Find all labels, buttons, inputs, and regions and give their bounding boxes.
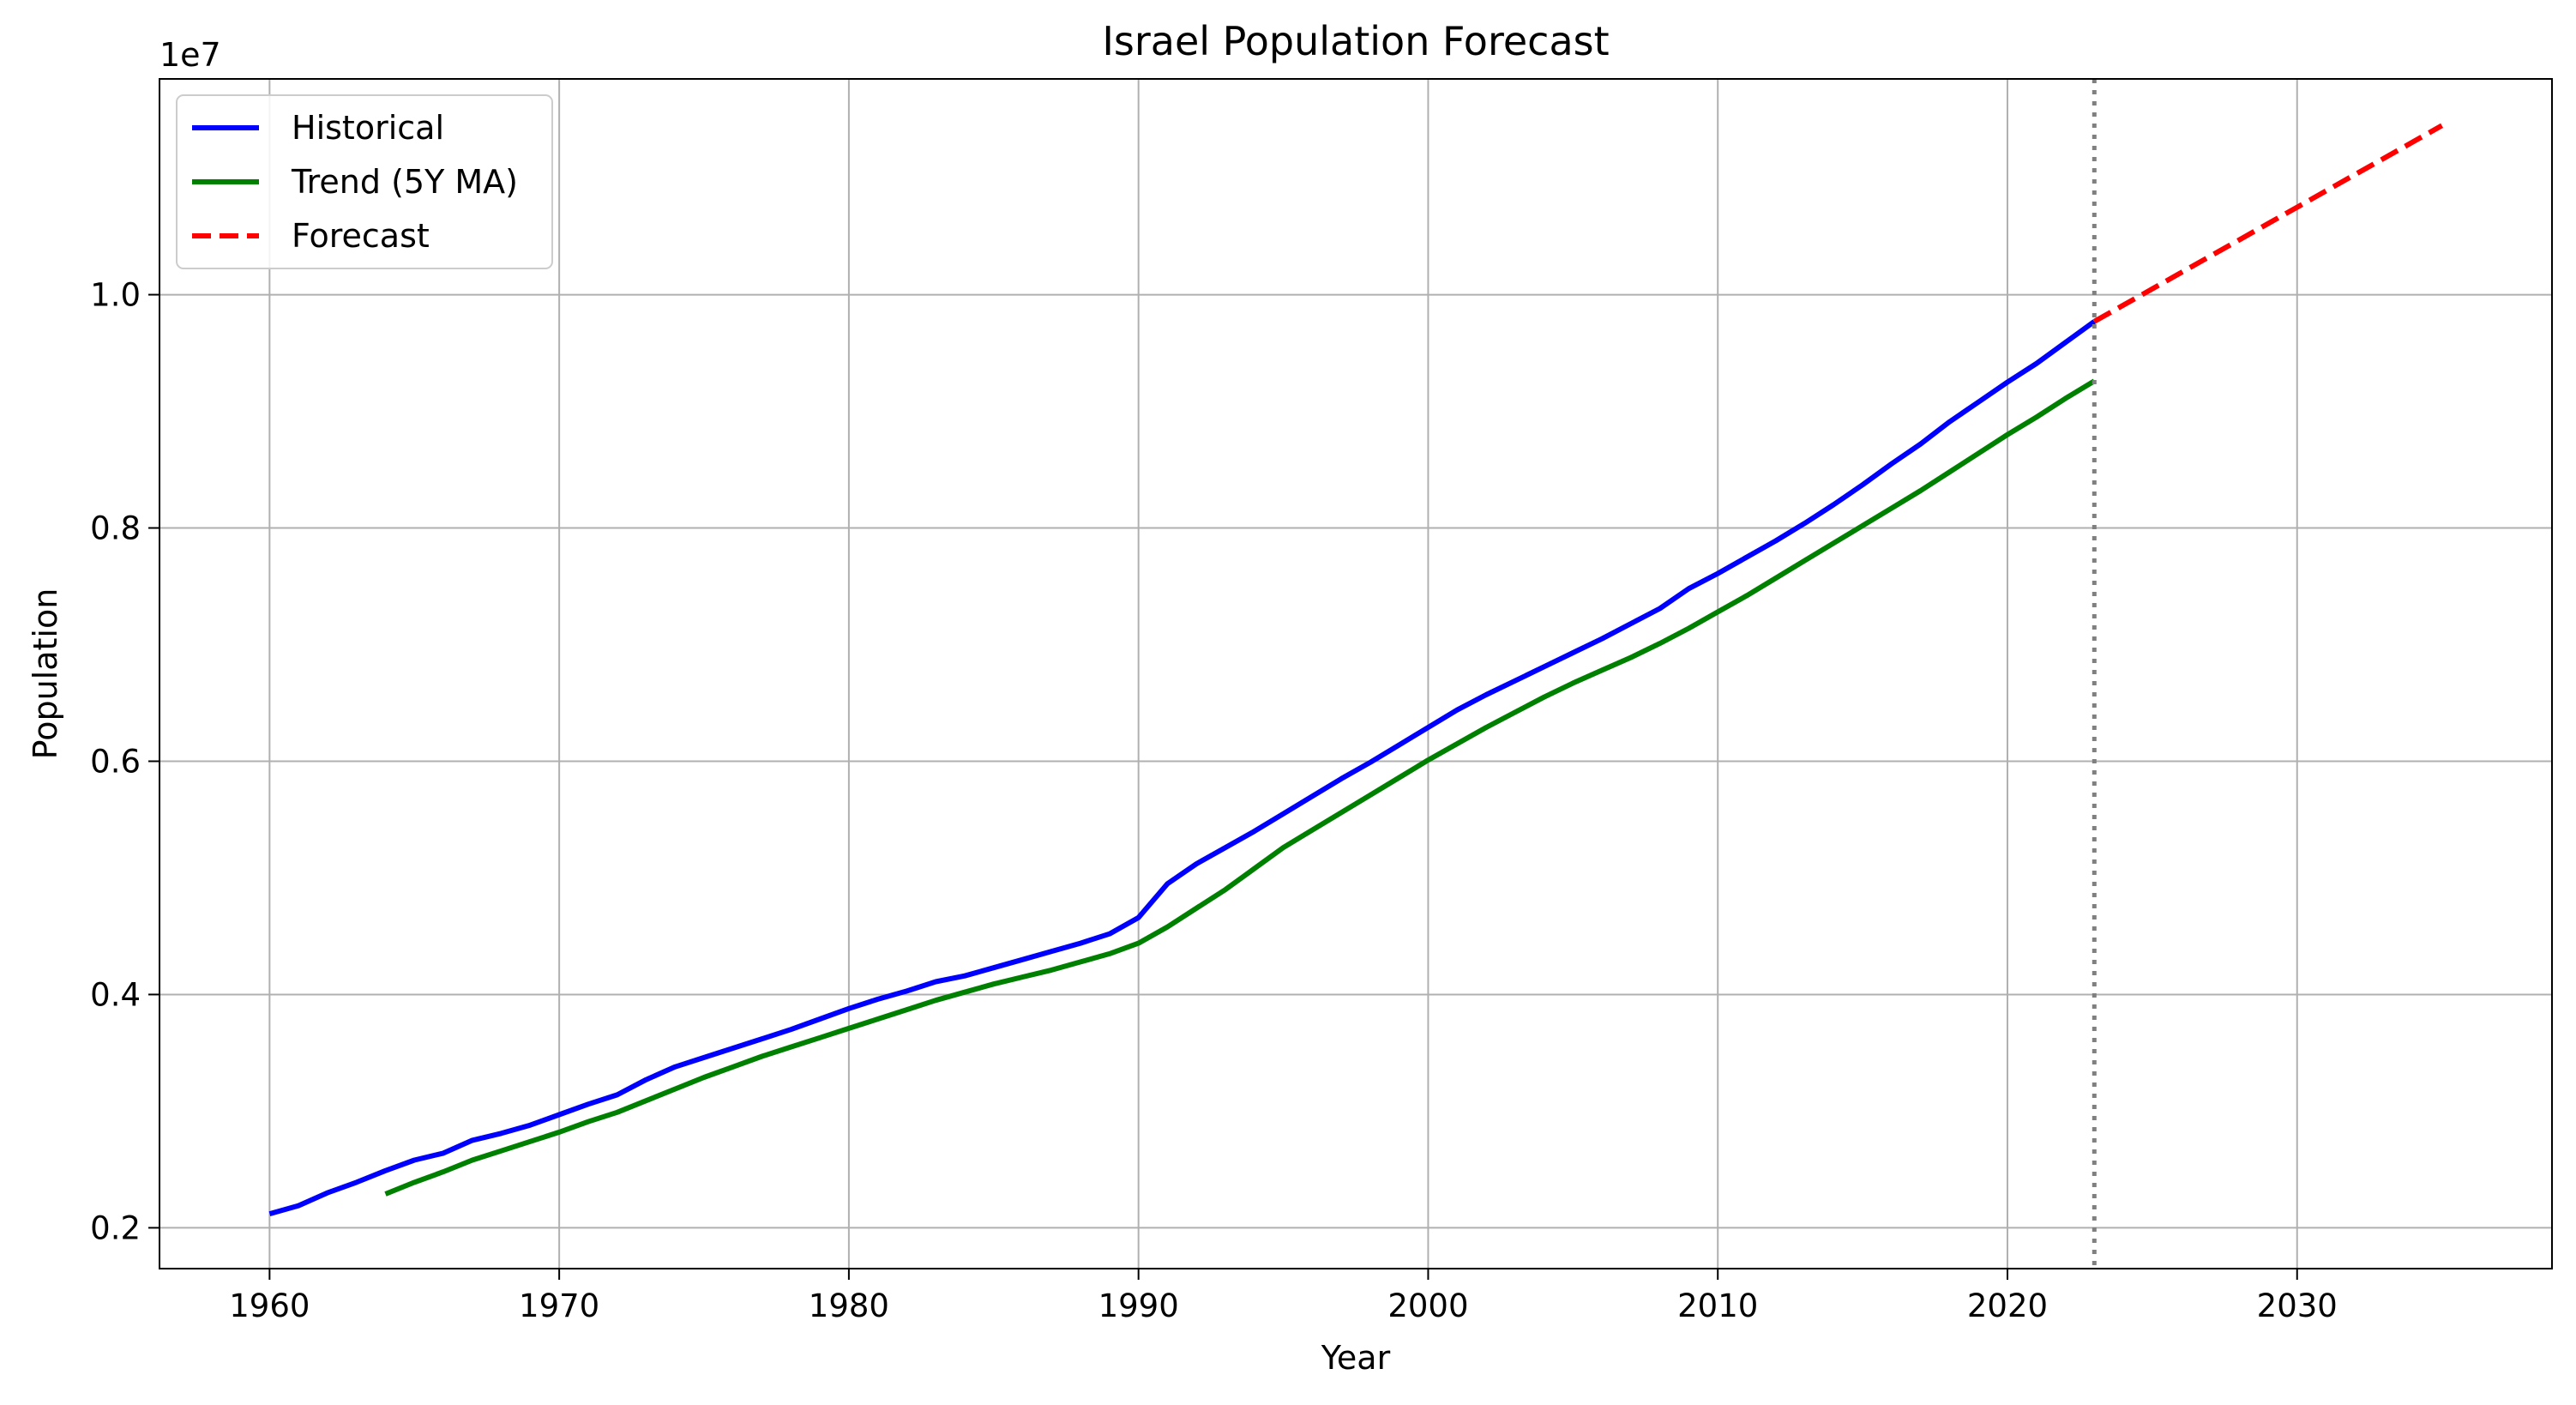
series-lines	[268, 123, 2444, 1216]
y-tick-label: 0.6	[90, 743, 141, 780]
grid-lines	[159, 79, 2552, 1269]
x-tick-label: 2010	[1677, 1287, 1758, 1324]
x-tick-label: 1960	[229, 1287, 310, 1324]
chart-title: Israel Population Forecast	[1102, 18, 1609, 64]
x-axis-label: Year	[1321, 1339, 1391, 1377]
legend-label: Historical	[292, 109, 444, 147]
series-line-historical	[268, 319, 2097, 1216]
series-line-trend-5y-ma	[384, 378, 2096, 1197]
x-tick-label: 2030	[2257, 1287, 2338, 1324]
y-tick-label: 1.0	[90, 277, 141, 314]
x-tick-label: 2000	[1387, 1287, 1468, 1324]
y-axis-offset-label: 1e7	[159, 36, 221, 74]
y-axis-ticks: 0.2 0.4 0.6 0.8 1.0	[90, 277, 159, 1246]
y-tick-label: 0.2	[90, 1209, 141, 1246]
legend-box	[176, 94, 553, 269]
y-tick-label: 0.8	[90, 510, 141, 547]
y-axis-label: Population	[27, 588, 64, 760]
legend-label: Trend (5Y MA)	[291, 163, 518, 201]
series-line-forecast	[2092, 123, 2444, 324]
y-tick-label: 0.4	[90, 976, 141, 1013]
x-tick-label: 1970	[519, 1287, 599, 1324]
x-tick-label: 1990	[1098, 1287, 1179, 1324]
legend-label: Forecast	[292, 217, 430, 255]
x-axis-ticks: 1960 1970 1980 1990 2000 2010 2020 2030	[229, 1269, 2338, 1324]
x-tick-label: 2020	[1967, 1287, 2048, 1324]
legend: Historical Trend (5Y MA) Forecast	[176, 94, 553, 269]
x-tick-label: 1980	[809, 1287, 889, 1324]
plot-frame	[159, 78, 2553, 1269]
